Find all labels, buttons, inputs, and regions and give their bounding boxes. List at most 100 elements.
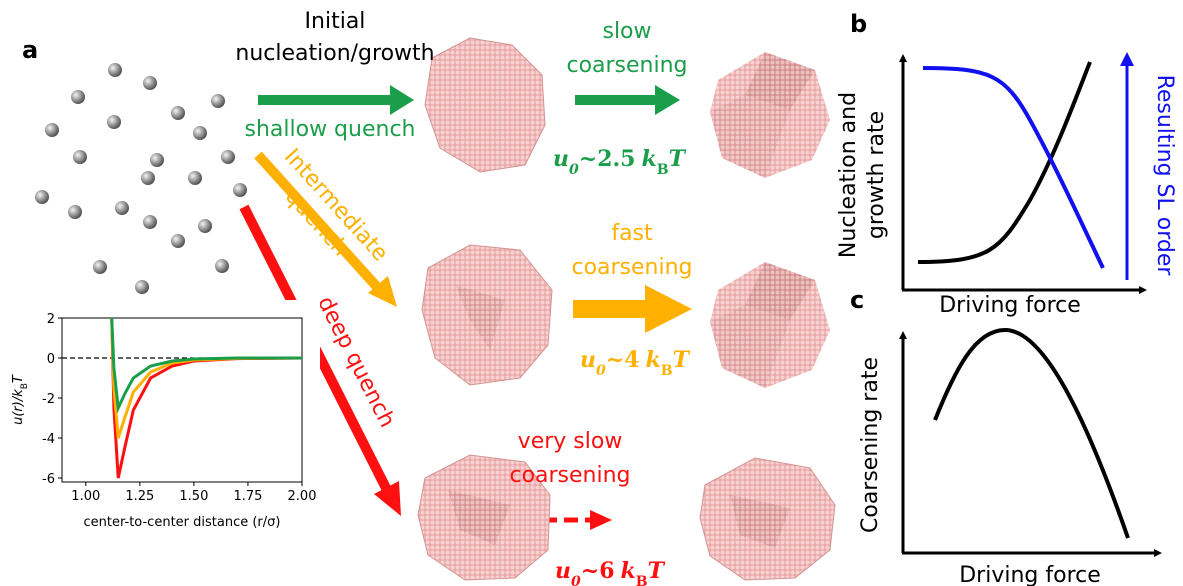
particle bbox=[143, 76, 157, 90]
arrow bbox=[254, 151, 382, 292]
particle bbox=[45, 123, 59, 137]
particle bbox=[93, 260, 107, 274]
inset-background bbox=[2, 300, 320, 538]
energy-part: B bbox=[636, 574, 648, 586]
energy-part: u bbox=[553, 146, 569, 172]
energy-part: ~ bbox=[579, 146, 597, 172]
x-tick-label: 1.00 bbox=[71, 489, 100, 504]
particle bbox=[188, 171, 202, 185]
arrow bbox=[258, 85, 414, 115]
axis-label: Driving force bbox=[939, 293, 1081, 318]
curve bbox=[110, 318, 302, 414]
crystal-rough bbox=[424, 37, 546, 173]
particle bbox=[73, 150, 87, 164]
panel-label: b bbox=[850, 10, 867, 38]
axis-label: Driving force bbox=[959, 563, 1101, 586]
particle bbox=[211, 94, 225, 108]
panel-b: Nucleation and growth rate Resulting SL … bbox=[836, 52, 1177, 318]
panel-label: a bbox=[22, 36, 38, 64]
energy-part: 0 bbox=[571, 574, 581, 586]
particle bbox=[71, 90, 85, 104]
inset-chart: 1.00 1.25 1.50 1.75 2.00-6-4-202u(r)/kBTcent… bbox=[2, 300, 320, 538]
energy-part: 2.5 bbox=[597, 146, 635, 172]
arrow-head bbox=[1120, 52, 1134, 66]
energy-part: B bbox=[657, 162, 669, 178]
energy-part: B bbox=[661, 363, 673, 379]
particle bbox=[198, 219, 212, 233]
energy-part: T bbox=[648, 558, 666, 584]
label: coarsening bbox=[509, 463, 630, 488]
particle bbox=[35, 190, 49, 204]
y-tick-label: 0 bbox=[47, 352, 55, 367]
particle bbox=[135, 280, 149, 294]
energy-part: k bbox=[621, 558, 636, 584]
label: Initial bbox=[305, 9, 366, 34]
facet bbox=[745, 262, 815, 320]
energy-part: T bbox=[673, 347, 691, 373]
energy-part: u bbox=[555, 558, 571, 584]
particle bbox=[68, 205, 82, 219]
facet bbox=[455, 285, 505, 350]
plot-frame bbox=[61, 317, 303, 483]
energy-part: ~ bbox=[581, 558, 599, 584]
x-tick-label: 1.25 bbox=[125, 489, 154, 504]
curve bbox=[917, 61, 1092, 264]
energy-part: k bbox=[646, 347, 661, 373]
label: fast bbox=[611, 221, 653, 246]
particle bbox=[107, 115, 121, 129]
arrow-head bbox=[374, 481, 401, 516]
energy-part: 6 bbox=[599, 558, 614, 584]
facet bbox=[448, 490, 510, 545]
axis-label: Resulting SL order bbox=[1152, 75, 1177, 277]
curve bbox=[922, 66, 1105, 269]
label-part: B bbox=[20, 383, 30, 389]
particles bbox=[35, 63, 247, 294]
particle bbox=[233, 183, 247, 197]
energy-label: u0~6 kBT bbox=[555, 558, 666, 586]
arrow bbox=[573, 285, 692, 333]
facet bbox=[710, 305, 790, 388]
y-tick-label: 2 bbox=[47, 312, 55, 327]
y-tick-label: -2 bbox=[42, 392, 55, 407]
label: nucleation/growth bbox=[235, 41, 434, 66]
y-tick-label: -6 bbox=[42, 472, 55, 487]
particle bbox=[143, 215, 157, 229]
arrow-head bbox=[590, 510, 612, 530]
label: very slow bbox=[518, 429, 623, 454]
curve bbox=[933, 327, 1130, 539]
axis-label: growth rate bbox=[864, 111, 889, 239]
particle bbox=[193, 126, 207, 140]
particle bbox=[141, 171, 155, 185]
energy-label: u0~2.5 kBT bbox=[553, 146, 687, 178]
label-part: T bbox=[11, 374, 26, 383]
rotated-label: Intermediate quench bbox=[279, 144, 393, 266]
crystals bbox=[417, 37, 836, 581]
label: slow bbox=[602, 19, 651, 44]
y-axis-label: u(r)/kBT bbox=[11, 374, 30, 425]
x-axis-label: center-to-center distance (r/σ) bbox=[84, 515, 281, 530]
facet bbox=[710, 95, 790, 178]
panel-label: c bbox=[850, 286, 864, 314]
energy-part: ~ bbox=[606, 347, 624, 373]
facet bbox=[745, 52, 815, 110]
x-tick-label: 1.50 bbox=[179, 489, 208, 504]
axis-label: Coarsening rate bbox=[858, 357, 883, 533]
particle bbox=[215, 259, 229, 273]
energy-part: 0 bbox=[596, 363, 606, 379]
arrow bbox=[575, 85, 680, 115]
label-part: u(r)/k bbox=[11, 389, 26, 425]
energy-part: T bbox=[669, 146, 687, 172]
energy-part: k bbox=[641, 146, 656, 172]
panel-c: Coarsening rate Driving force bbox=[858, 327, 1162, 586]
particle bbox=[150, 153, 164, 167]
label: coarsening bbox=[571, 255, 692, 280]
x-tick-label: 1.75 bbox=[233, 489, 262, 504]
energy-part: 4 bbox=[624, 347, 639, 373]
particle bbox=[115, 201, 129, 215]
particle bbox=[108, 63, 122, 77]
energy-label: u0~4 kBT bbox=[580, 347, 691, 379]
label: coarsening bbox=[566, 53, 687, 78]
label: shallow quench bbox=[245, 117, 416, 142]
facet bbox=[730, 495, 790, 548]
